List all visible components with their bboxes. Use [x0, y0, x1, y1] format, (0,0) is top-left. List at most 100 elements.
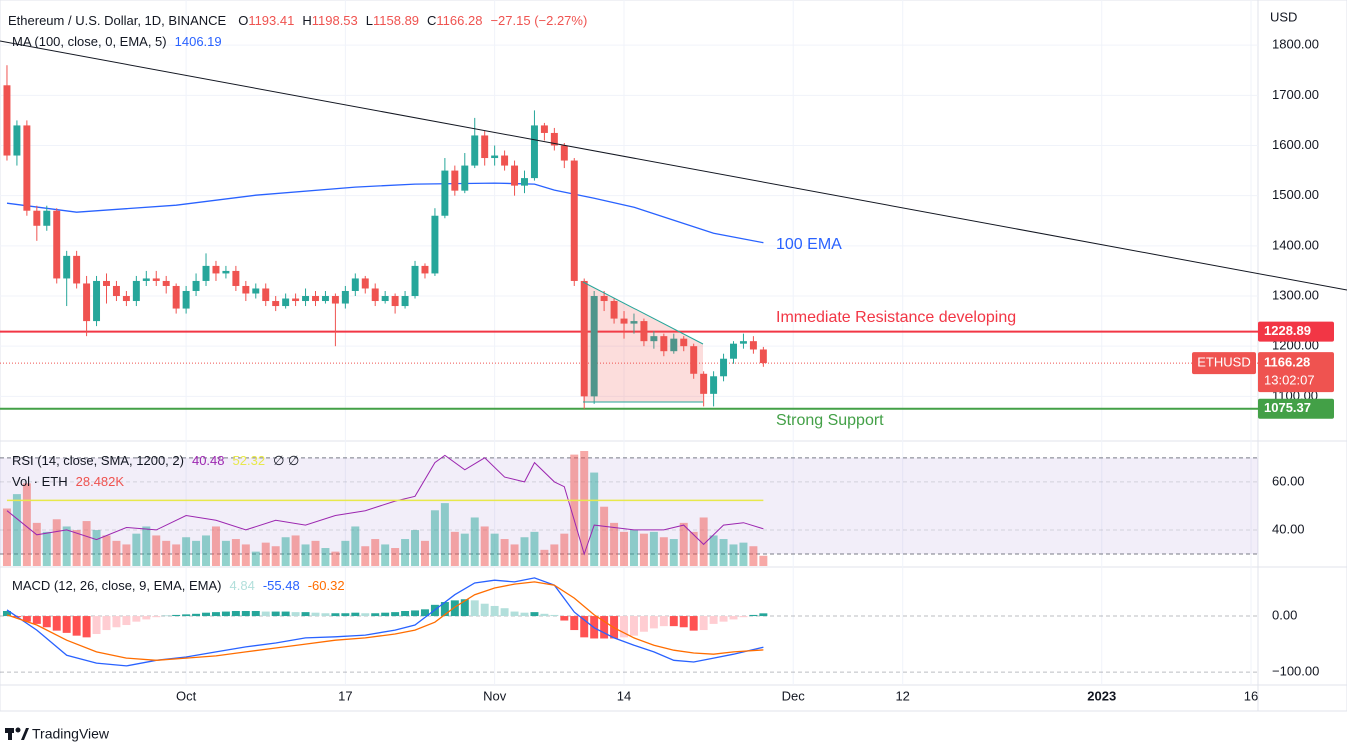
candle-body: [351, 278, 359, 291]
candle-body: [112, 285, 120, 297]
candle-body: [660, 336, 668, 352]
support-annotation: Strong Support: [776, 412, 884, 429]
macd-tick-label: −100.00: [1272, 664, 1319, 679]
footer-brand: TradingView: [32, 726, 110, 742]
volume-bar: [241, 544, 250, 566]
candle-body: [570, 160, 578, 281]
volume-bar: [749, 546, 758, 566]
volume-bar: [530, 531, 539, 566]
volume-bar: [301, 544, 310, 566]
logo-part: [15, 727, 21, 733]
macd-histogram-bar: [341, 613, 350, 617]
volume-bar: [122, 544, 131, 566]
volume-bar: [221, 540, 230, 566]
y-tick-label: 1400.00: [1272, 237, 1319, 252]
macd-histogram-bar: [62, 616, 71, 633]
macd-histogram-bar: [570, 616, 579, 631]
countdown-label: 13:02:07: [1264, 373, 1315, 388]
volume-bar: [550, 544, 559, 566]
triangle-edge: [582, 281, 704, 345]
candle-body: [252, 288, 260, 294]
candle-body: [103, 280, 110, 286]
volume-bar: [480, 526, 489, 566]
candle-body: [739, 341, 747, 344]
macd-histogram-bar: [271, 611, 280, 617]
x-tick-label: 14: [617, 688, 631, 703]
macd-label: MACD (12, 26, close, 9, EMA, EMA): [12, 578, 222, 593]
x-tick-label: Nov: [483, 688, 507, 703]
rsi-tick-label: 60.00: [1272, 473, 1305, 488]
macd-histogram-bar: [560, 616, 569, 621]
candle-body: [63, 255, 71, 279]
volume-bar: [520, 537, 529, 566]
candle-body: [451, 170, 459, 191]
ohlc-letter: C: [427, 13, 436, 28]
y-tick-label: 1500.00: [1272, 187, 1319, 202]
candle-body: [630, 321, 638, 324]
candle-body: [93, 280, 101, 322]
macd-histogram-bar: [112, 616, 121, 628]
macd-histogram-bar: [172, 614, 181, 617]
macd-value: -55.48: [263, 578, 300, 593]
volume-bar: [500, 539, 509, 566]
macd-histogram-bar: [709, 616, 718, 624]
volume-bar: [62, 526, 71, 566]
macd-histogram-bar: [490, 605, 499, 617]
volume-bar: [620, 531, 629, 566]
symbol: Ethereum / U.S. Dollar, 1D, BINANCE: [8, 13, 227, 28]
volume-bar: [600, 506, 609, 566]
volume-bar: [560, 533, 569, 566]
signal-value: -60.32: [308, 578, 345, 593]
candle-body: [321, 296, 329, 302]
candle-body: [142, 278, 150, 281]
candle-body: [511, 165, 519, 186]
support-tag: [1258, 398, 1334, 419]
symbol-tag: [1192, 352, 1256, 375]
ma-value: 1406.19: [175, 34, 222, 49]
candle-body: [381, 296, 389, 302]
macd-histogram-bar: [550, 614, 559, 617]
volume-bar: [420, 540, 429, 566]
symbol-tag-label: ETHUSD: [1197, 355, 1250, 370]
candle-body: [53, 210, 61, 279]
ohlc-letter: L: [366, 13, 373, 28]
ma-label: MA (100, close, 0, EMA, 5): [12, 34, 167, 49]
ma-legend: MA (100, close, 0, EMA, 5) 1406.19: [12, 34, 222, 49]
macd-histogram-bar: [530, 612, 539, 617]
volume-bar: [510, 544, 519, 566]
volume-bar: [739, 542, 748, 566]
macd-histogram-bar: [450, 600, 459, 617]
x-tick-label: 12: [895, 688, 909, 703]
x-tick-label: Dec: [782, 688, 806, 703]
macd-histogram-bar: [2, 611, 11, 617]
macd-histogram-bar: [281, 611, 290, 617]
volume-bar: [231, 539, 240, 566]
volume-bar: [281, 537, 290, 566]
volume-bar: [142, 526, 151, 566]
volume-bar: [261, 542, 270, 566]
macd-histogram-bar: [411, 610, 420, 617]
macd-histogram-bar: [182, 614, 191, 617]
macd-histogram-bar: [192, 613, 201, 617]
candle-body: [212, 265, 220, 274]
volume-bar: [251, 551, 260, 566]
macd-hist-value: 4.84: [230, 578, 255, 593]
volume-bar: [211, 526, 220, 566]
macd-histogram-bar: [82, 616, 91, 638]
volume-legend: Vol · ETH 28.482K: [12, 474, 124, 489]
macd-histogram-bar: [301, 612, 310, 617]
candle-body: [550, 132, 558, 146]
volume-bar: [411, 530, 420, 566]
ohlc-value: 1166.28: [436, 13, 482, 28]
macd-histogram-bar: [72, 616, 81, 636]
candle-body: [710, 376, 718, 394]
volume-bar: [570, 454, 579, 566]
volume-bar: [629, 530, 638, 566]
change: −27.15 (−2.27%): [490, 13, 587, 28]
candle-body: [730, 343, 737, 359]
x-tick-label: 2023: [1087, 688, 1116, 703]
candle-body: [749, 341, 757, 350]
rsi-legend: RSI (14, close, SMA, 1200, 2) 40.48 52.32 ∅…: [12, 453, 299, 468]
volume-bar: [729, 544, 738, 566]
footer-logo: [5, 727, 29, 740]
